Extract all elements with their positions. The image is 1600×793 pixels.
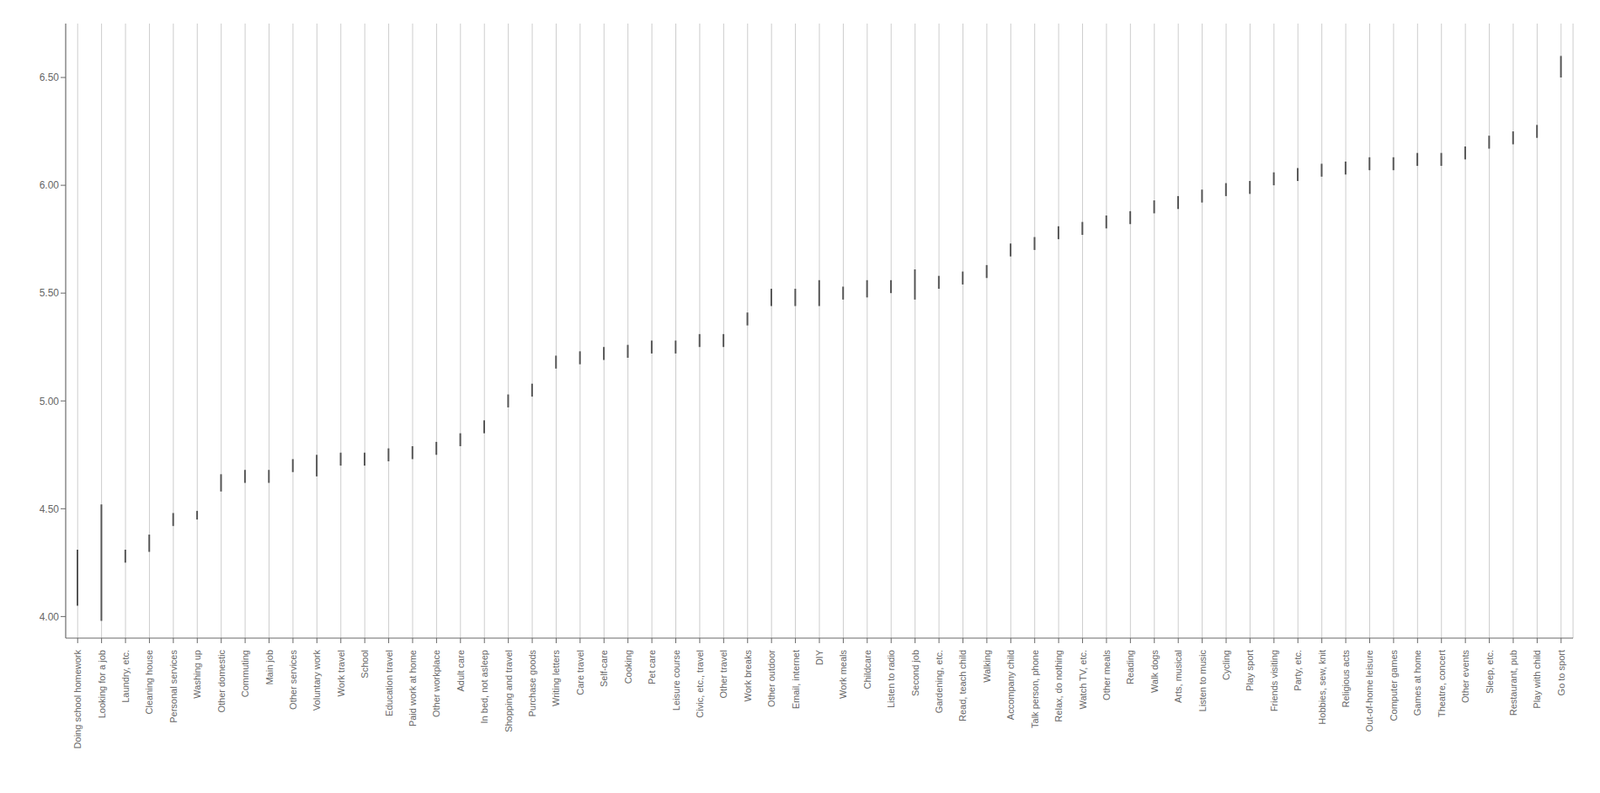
svg-text:Games at home: Games at home: [1412, 650, 1423, 716]
svg-text:Other services: Other services: [288, 650, 299, 710]
svg-text:Looking for a job: Looking for a job: [96, 650, 107, 719]
svg-text:Washing up: Washing up: [192, 650, 203, 699]
svg-text:6.50: 6.50: [39, 71, 60, 84]
svg-text:Computer games: Computer games: [1388, 650, 1399, 722]
svg-text:Reading: Reading: [1125, 650, 1136, 685]
svg-text:Sleep, etc.: Sleep, etc.: [1484, 650, 1495, 694]
svg-text:Walking: Walking: [981, 650, 992, 683]
svg-text:4.50: 4.50: [39, 503, 60, 516]
svg-text:Work meals: Work meals: [837, 650, 848, 699]
svg-text:Laundry, etc.: Laundry, etc.: [120, 650, 131, 704]
svg-text:Hobbies, sew, knit: Hobbies, sew, knit: [1317, 650, 1328, 726]
svg-text:Out-of-home leisure: Out-of-home leisure: [1364, 650, 1375, 732]
svg-text:Cooking: Cooking: [623, 650, 634, 684]
svg-text:Go to sport: Go to sport: [1556, 650, 1567, 696]
svg-text:Play with child: Play with child: [1531, 650, 1542, 710]
svg-text:School: School: [359, 650, 370, 679]
svg-text:Accompany child: Accompany child: [1005, 650, 1016, 720]
svg-text:Arts, musical: Arts, musical: [1173, 650, 1184, 704]
svg-text:4.00: 4.00: [39, 611, 60, 624]
svg-text:DIY: DIY: [814, 649, 825, 666]
svg-text:Purchase goods: Purchase goods: [527, 650, 538, 718]
svg-text:Main job: Main job: [264, 650, 275, 686]
svg-text:6.00: 6.00: [39, 179, 60, 192]
svg-text:Other outdoor: Other outdoor: [766, 650, 777, 708]
svg-text:Other travel: Other travel: [718, 650, 729, 699]
svg-text:Leisure course: Leisure course: [671, 650, 682, 711]
svg-text:Party, etc.: Party, etc.: [1292, 650, 1303, 692]
svg-text:Watch TV, etc.: Watch TV, etc.: [1077, 650, 1088, 710]
svg-text:Doing school homework: Doing school homework: [72, 650, 83, 750]
svg-text:Personal services: Personal services: [168, 650, 179, 724]
svg-text:In bed, not asleep: In bed, not asleep: [479, 650, 490, 724]
svg-text:Listen to music: Listen to music: [1197, 650, 1208, 713]
svg-text:Childcare: Childcare: [862, 650, 873, 689]
svg-text:Writing letters: Writing letters: [550, 650, 561, 708]
svg-text:5.00: 5.00: [39, 395, 60, 408]
svg-text:Paid work at home: Paid work at home: [407, 650, 418, 727]
svg-text:Pet care: Pet care: [646, 650, 657, 685]
svg-text:Friends visiting: Friends visiting: [1269, 650, 1280, 712]
svg-text:Self-care: Self-care: [598, 650, 609, 688]
svg-text:Other workplace: Other workplace: [431, 650, 442, 718]
svg-text:Civic, etc., travel: Civic, etc., travel: [694, 650, 705, 719]
svg-text:Other meals: Other meals: [1101, 650, 1112, 701]
svg-text:Read, teach child: Read, teach child: [957, 650, 968, 722]
svg-text:Play sport: Play sport: [1244, 650, 1255, 692]
svg-text:Adult care: Adult care: [455, 650, 466, 693]
svg-text:Restaurant, pub: Restaurant, pub: [1508, 650, 1519, 716]
svg-text:5.50: 5.50: [39, 287, 60, 299]
svg-text:Work travel: Work travel: [336, 650, 347, 697]
svg-text:Listen to radio: Listen to radio: [885, 650, 896, 709]
svg-text:Shopping and travel: Shopping and travel: [503, 650, 514, 733]
svg-text:Education travel: Education travel: [384, 650, 395, 717]
svg-text:Relax, do nothing: Relax, do nothing: [1053, 650, 1064, 723]
svg-text:Gardening, etc.: Gardening, etc.: [933, 650, 944, 714]
svg-text:Walk dogs: Walk dogs: [1149, 650, 1160, 694]
svg-text:Commuting: Commuting: [240, 650, 251, 698]
svg-text:Talk person, phone: Talk person, phone: [1029, 650, 1040, 729]
svg-text:Work breaks: Work breaks: [742, 650, 753, 703]
svg-text:Theatre, concert: Theatre, concert: [1436, 650, 1447, 718]
svg-text:Email, internet: Email, internet: [790, 650, 801, 710]
svg-text:Cleaning house: Cleaning house: [144, 650, 155, 715]
svg-text:Other domestic: Other domestic: [216, 650, 227, 714]
svg-text:Cycling: Cycling: [1221, 650, 1232, 681]
svg-text:Other events: Other events: [1460, 650, 1471, 704]
svg-text:Care travel: Care travel: [575, 650, 586, 696]
svg-text:Second job: Second job: [910, 650, 921, 697]
svg-text:Religious acts: Religious acts: [1340, 650, 1351, 709]
svg-text:Voluntary work: Voluntary work: [311, 650, 322, 712]
